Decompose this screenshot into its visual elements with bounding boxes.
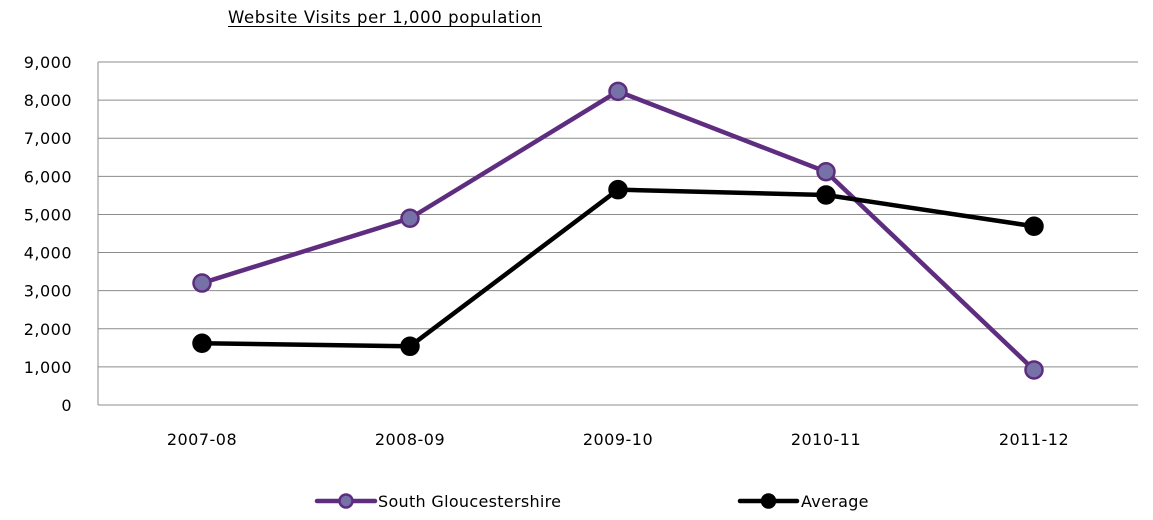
data-point-average [1024,216,1044,237]
chart-title: Website Visits per 1,000 population [228,8,542,27]
y-tick-label: 3,000 [24,282,72,301]
legend-swatch-marker [760,493,777,509]
y-tick-label: 5,000 [24,205,72,224]
legend-item-average: Average [737,492,869,511]
y-tick-label: 9,000 [24,53,72,72]
series-line-average [199,187,1037,349]
x-tick-label: 2011-12 [999,430,1069,449]
y-tick-label: 7,000 [24,129,72,148]
axes [97,62,1138,406]
legend-item-south-gloucestershire: South Gloucestershire [314,492,561,511]
y-tick-label: 1,000 [24,358,72,377]
series-average [192,179,1044,357]
data-point-south-gloucestershire [1024,360,1044,380]
y-axis-tick-labels: 0 1,000 2,000 3,000 4,000 5,000 6,000 7,000 8,00… [24,53,72,415]
x-tick-label: 2008-09 [375,430,445,449]
x-tick-label: 2007-08 [167,430,237,449]
y-tick-label: 8,000 [24,91,72,110]
legend-label: Average [801,492,869,511]
y-tick-label: 2,000 [24,320,72,339]
data-point-average [192,333,212,354]
legend-swatch-marker [338,493,354,509]
series [192,81,1044,380]
gridlines [98,61,1138,368]
data-point-average [816,185,836,205]
data-point-south-gloucestershire [192,273,212,293]
data-point-average [400,336,420,357]
data-point-south-gloucestershire [608,81,628,102]
data-point-south-gloucestershire [400,208,420,229]
x-axis-tick-labels: 2007-08 2008-09 2009-10 2010-11 2011-12 [167,430,1069,449]
x-tick-label: 2010-11 [791,430,861,449]
x-tick-label: 2009-10 [583,430,653,449]
legend-label: South Gloucestershire [378,492,561,511]
series-line-south-gloucestershire [199,89,1037,373]
data-point-south-gloucestershire [816,162,836,182]
data-point-average [608,179,628,200]
y-tick-label: 4,000 [24,244,72,263]
y-tick-label: 0 [61,396,72,415]
y-tick-label: 6,000 [24,167,72,186]
legend: South Gloucestershire Average [314,492,869,511]
series-south-gloucestershire [192,81,1044,380]
